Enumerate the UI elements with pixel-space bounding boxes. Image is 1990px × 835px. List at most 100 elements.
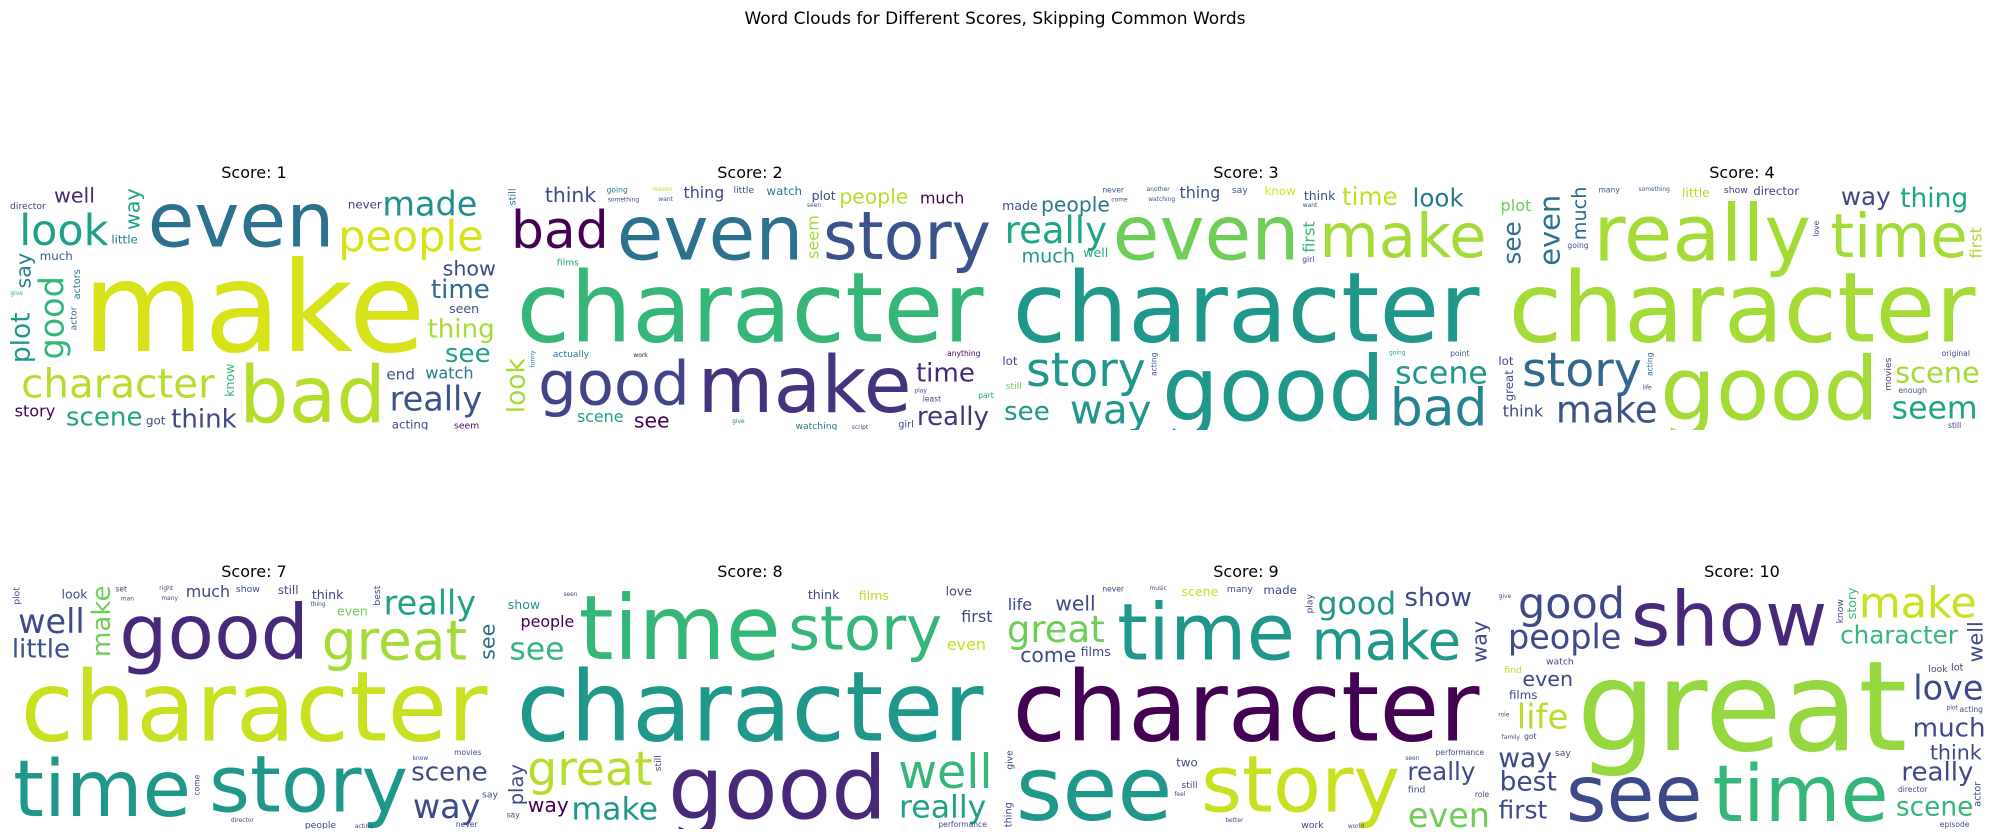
wordcloud-word: really — [899, 789, 986, 825]
wordcloud-word: man — [121, 597, 134, 603]
wordcloud-word: watch — [1546, 656, 1574, 667]
wordcloud-word: enough — [1898, 386, 1927, 395]
wordcloud-word: work — [1301, 820, 1324, 831]
wordcloud-word: seem — [1892, 390, 1978, 426]
wordcloud-word: play — [914, 388, 927, 394]
wordcloud-word: know — [1835, 599, 1846, 624]
wordcloud-word: see — [1497, 221, 1526, 264]
wordcloud-word: little — [734, 185, 755, 196]
wordcloud-word: give — [732, 419, 745, 425]
wordcloud-word: something — [1639, 187, 1671, 193]
wordcloud-word: seen — [807, 203, 821, 209]
wordcloud-word: people — [338, 212, 483, 262]
wordcloud-word: scene — [1895, 356, 1980, 390]
wordcloud-word: story — [788, 595, 942, 665]
wordcloud-word: still — [508, 188, 519, 205]
wordcloud-word: acting — [392, 417, 429, 431]
wordcloud-word: films — [1081, 644, 1111, 659]
wordcloud-word: show — [443, 256, 496, 280]
panel-title: Score: 3 — [1213, 163, 1278, 182]
wordcloud-word: end — [386, 365, 415, 383]
wordcloud-word: still — [278, 583, 299, 597]
wordcloud-word: make — [87, 585, 117, 657]
wordcloud-word: going — [1389, 351, 1406, 357]
wordcloud-word: scene — [577, 407, 624, 426]
wordcloud-word: something — [608, 198, 640, 204]
wordcloud-word: best — [1500, 766, 1557, 797]
wordcloud-word: scene — [66, 403, 143, 433]
wordcloud-word: first — [1499, 796, 1548, 825]
wordcloud-word: actor — [1973, 782, 1984, 807]
wordcloud-word: world — [1348, 824, 1365, 830]
wordcloud-word: love — [946, 584, 973, 599]
panel-title: Score: 2 — [717, 163, 782, 182]
wordcloud-word: way — [121, 188, 145, 230]
wordcloud-word: say — [1555, 748, 1571, 759]
wordcloud-word: little — [1682, 185, 1710, 200]
wordcloud-word: feel — [1174, 792, 1185, 798]
wordcloud-word: think — [545, 183, 596, 207]
wordcloud-word: give — [10, 291, 23, 297]
wordcloud-word: actor — [68, 306, 79, 330]
wordcloud-word: see — [445, 339, 491, 369]
wordcloud-word: thing — [310, 602, 325, 608]
wordcloud-word: first — [1300, 221, 1319, 252]
wordcloud-word: time — [916, 359, 975, 389]
wordcloud-word: films — [557, 257, 579, 268]
wordcloud-word: plot — [1946, 706, 1958, 712]
wordcloud-word: character — [1509, 251, 1977, 365]
wordcloud-word: actors — [72, 269, 83, 299]
wordcloud-word: make — [697, 341, 911, 431]
wordcloud-word: little — [111, 232, 137, 246]
wordcloud-word: acting — [355, 824, 374, 830]
wordcloud-word: find — [1504, 665, 1522, 676]
wordcloud-word: love — [1812, 220, 1821, 236]
wordcloud-word: much — [1021, 245, 1075, 268]
wordcloud-word: even — [337, 604, 368, 619]
wordcloud-word: think — [1930, 740, 1982, 764]
wordcloud-word: plot — [11, 587, 22, 605]
wordcloud-word: way — [1498, 743, 1552, 774]
wordcloud-word: films — [1509, 688, 1537, 702]
wordcloud-word: script — [852, 425, 869, 431]
wordcloud-word: play — [1304, 593, 1315, 613]
wordcloud-word: really — [1901, 758, 1973, 788]
wordcloud-word: director — [1898, 785, 1928, 794]
wordcloud-word: know — [413, 756, 429, 762]
wordcloud-word: family — [1502, 735, 1521, 741]
wordcloud-word: come — [193, 774, 202, 795]
wordcloud-word: best — [372, 585, 383, 605]
wordcloud-word: good — [1318, 586, 1397, 622]
wordcloud-word: really — [1407, 757, 1475, 786]
wordcloud-word: make — [82, 236, 425, 381]
wordcloud-word: much — [1568, 187, 1591, 241]
wordcloud-word: think — [1503, 402, 1544, 421]
wordcloud-word: many — [161, 596, 178, 602]
wordcloud-word: director — [10, 201, 46, 212]
wordcloud-word: even — [1532, 195, 1566, 266]
wordcloud-word: made — [1263, 583, 1297, 597]
wordcloud-word: life — [1517, 699, 1569, 738]
wordcloud-word: say — [482, 789, 498, 800]
wordcloud-word: say — [1232, 185, 1248, 196]
wordcloud-word: seem — [454, 421, 479, 432]
wordcloud-word: got — [146, 414, 166, 428]
wordcloud-word: plot — [6, 312, 37, 363]
wordcloud-word: want — [1303, 203, 1318, 209]
wordcloud-word: going — [1567, 241, 1588, 250]
wordcloud-word: first — [1967, 227, 1986, 258]
wordcloud-word: time — [1830, 202, 1967, 272]
wordcloud-word: know — [1265, 184, 1297, 198]
panel-title: Score: 10 — [1704, 562, 1780, 581]
wordcloud-word: show — [1724, 185, 1748, 196]
wordcloud-word: play — [505, 764, 528, 805]
wordcloud-word: make — [1859, 579, 1977, 629]
wordcloud-word: see — [1016, 738, 1173, 835]
